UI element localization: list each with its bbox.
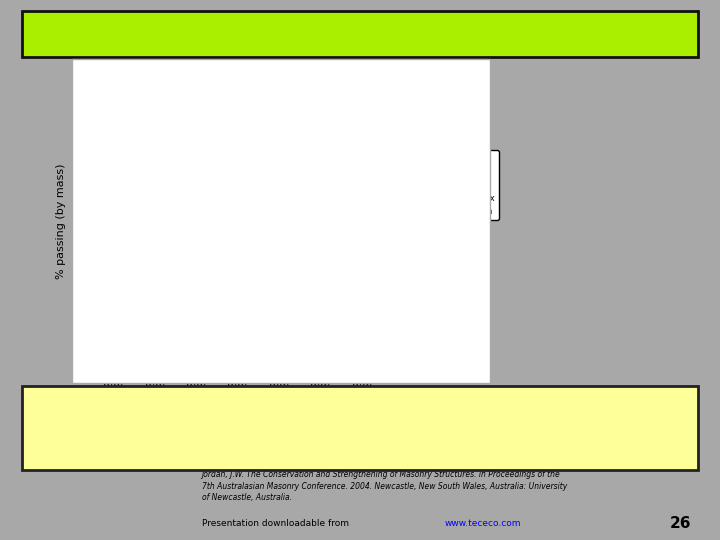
Text: 26: 26 [670, 516, 691, 531]
Text: Jordan, J.W. The Conservation and Strengthening of Masonry Structures. in Procee: Jordan, J.W. The Conservation and Streng… [202, 470, 567, 502]
Text: www.tececo.com: www.tececo.com [445, 519, 521, 528]
Legend: Sample, BS 1200 max, BS 1200 min, AS 3700-1991 max, AS 3700-1991 min: Sample, BS 1200 max, BS 1200 min, AS 370… [386, 150, 499, 220]
Y-axis label: % passing (by mass): % passing (by mass) [56, 164, 66, 279]
Text: Particles Size Specification in Standards: Particles Size Specification in Standard… [76, 22, 644, 46]
Text: Sand grading for permeable mortar compared to BS 1200 and AS 3700-991
recommenda: Sand grading for permeable mortar compar… [32, 392, 630, 459]
X-axis label: Sieve size (mm): Sieve size (mm) [193, 394, 282, 403]
Text: Presentation downloadable from: Presentation downloadable from [202, 519, 348, 528]
Title: Mortar sand grading: Mortar sand grading [174, 64, 302, 77]
